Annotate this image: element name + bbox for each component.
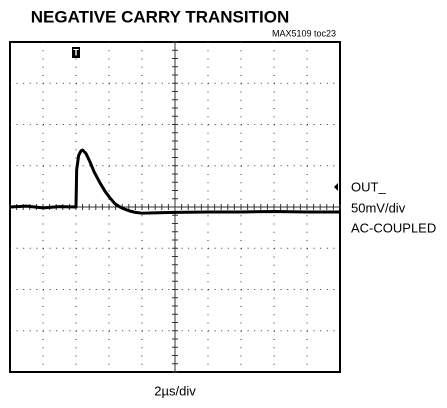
y-label: 50mV/div: [351, 200, 406, 215]
figure-id: MAX5109 toc23: [272, 28, 336, 38]
trigger-marker: T: [72, 47, 80, 58]
svg-text:T: T: [73, 47, 79, 57]
y-label: OUT_: [351, 179, 386, 194]
chart-title: NEGATIVE CARRY TRANSITION: [31, 7, 289, 26]
y-label: AC-COUPLED: [351, 220, 436, 235]
channel-marker: [334, 183, 338, 191]
trace: [9, 148, 340, 215]
x-label: 2µs/div: [154, 383, 196, 398]
